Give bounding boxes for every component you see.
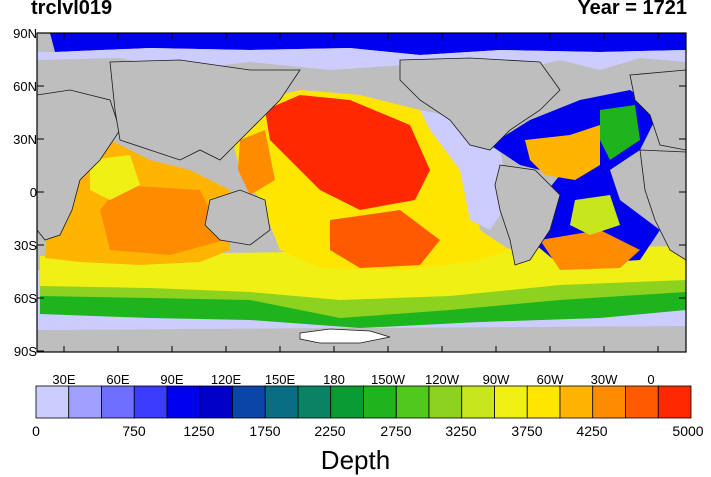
colorbar-swatch <box>395 385 430 419</box>
atlantic-south-yellow <box>570 195 620 235</box>
lon-label-0: 0 <box>647 372 655 387</box>
colorbar-label-2250: 2250 <box>314 423 346 439</box>
africa-landmass <box>37 89 121 241</box>
colorbar-swatch <box>133 385 168 419</box>
colorbar-swatch <box>330 385 364 419</box>
colorbar-label-750: 750 <box>122 423 146 439</box>
colorbar-swatch <box>526 385 561 419</box>
lat-label-60s: 60S <box>13 291 37 306</box>
colorbar-swatch <box>625 385 659 419</box>
lon-label-30w: 30W <box>590 372 618 387</box>
colorbar-swatch <box>101 385 135 419</box>
atlantic-north-green <box>600 105 640 160</box>
colorbar-label-0: 0 <box>32 423 40 439</box>
colorbar-swatch <box>68 385 102 419</box>
lon-label-150w: 150W <box>371 372 405 387</box>
colorbar-swatch <box>657 385 692 419</box>
arctic-ocean <box>50 33 686 55</box>
colorbar-swatch <box>494 385 528 419</box>
indian-ocean-orange <box>100 185 225 255</box>
colorbar-swatch <box>232 385 266 419</box>
pacific-ocean-orange <box>238 130 275 195</box>
colorbar-swatch <box>166 385 201 419</box>
lat-label-90s: 90S <box>13 344 37 359</box>
lon-label-90e: 90E <box>160 372 184 387</box>
lon-label-180: 180 <box>323 372 345 387</box>
north-america-landmass <box>399 57 561 151</box>
lon-label-30e: 30E <box>52 372 76 387</box>
colorbar-label-1250: 1250 <box>183 423 215 439</box>
colorbar-label-2750: 2750 <box>380 423 412 439</box>
lon-label-60e: 60E <box>106 372 130 387</box>
lat-label-30n: 30N <box>13 132 37 147</box>
colorbar-title: Depth <box>320 445 391 475</box>
colorbar <box>35 385 692 419</box>
antarctic-ice-shelf <box>299 328 391 344</box>
colorbar-label-5000: 5000 <box>672 423 704 439</box>
colorbar-label-3750: 3750 <box>511 423 543 439</box>
colorbar-swatch <box>264 385 299 419</box>
lat-label-0: 0 <box>29 185 37 200</box>
variable-title: trclvl019 <box>31 0 113 19</box>
australia-landmass <box>204 189 271 246</box>
lon-label-120w: 120W <box>425 372 459 387</box>
pacific-ocean-red <box>265 95 430 210</box>
lon-label-60w: 60W <box>536 372 564 387</box>
atlantic-north-orange <box>525 125 600 180</box>
pacific-ocean-south-red <box>330 210 440 268</box>
europe-landmass <box>629 69 686 151</box>
colorbar-swatch <box>35 385 70 419</box>
south-america-landmass <box>494 164 561 266</box>
africa-east-landmass <box>639 149 686 261</box>
colorbar-swatch <box>297 385 332 419</box>
year-title: Year = 1721 <box>577 0 687 19</box>
lat-label-30s: 30S <box>13 238 37 253</box>
lat-label-90n: 90N <box>13 26 37 41</box>
colorbar-label-4250: 4250 <box>576 423 608 439</box>
lon-label-120e: 120E <box>210 372 242 387</box>
colorbar-swatch <box>199 385 233 419</box>
colorbar-swatch <box>592 385 626 419</box>
colorbar-swatch <box>428 385 463 419</box>
colorbar-label-1750: 1750 <box>249 423 281 439</box>
colorbar-swatch <box>363 385 397 419</box>
colorbar-swatch <box>559 385 594 419</box>
colorbar-swatch <box>461 385 495 419</box>
asia-landmass <box>109 59 301 161</box>
lat-label-60n: 60N <box>13 79 37 94</box>
indian-ocean-yellow <box>90 155 140 200</box>
lon-label-150e: 150E <box>264 372 296 387</box>
colorbar-label-3250: 3250 <box>445 423 477 439</box>
lon-label-90w: 90W <box>482 372 510 387</box>
atlantic-south-orange <box>540 230 640 270</box>
map-ticks <box>37 32 686 352</box>
